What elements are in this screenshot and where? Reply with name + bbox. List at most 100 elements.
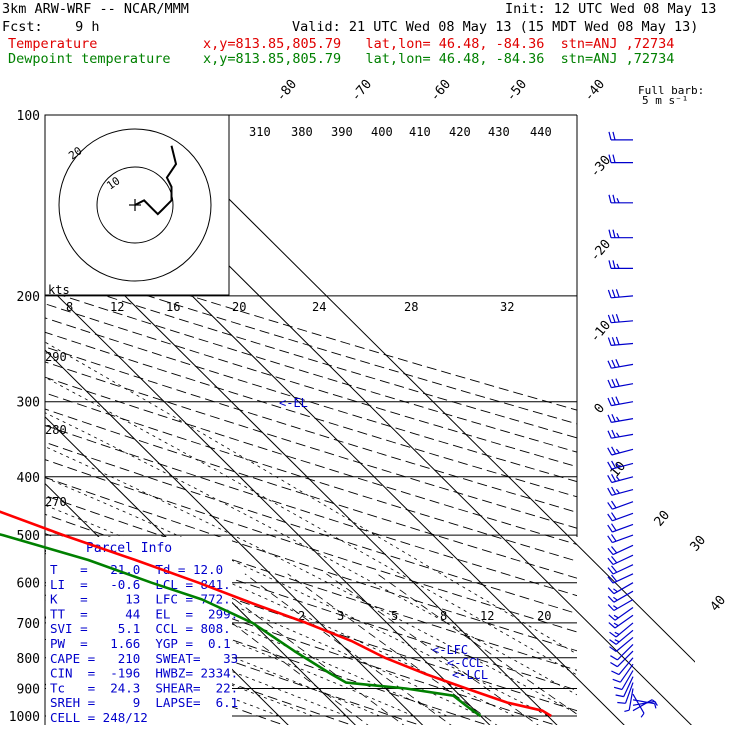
wind-barb-flag: [613, 622, 619, 627]
wind-barb-flag: [610, 655, 618, 661]
wind-barb-flag: [607, 379, 612, 388]
dewpoint-legend-label: Dewpoint temperature: [8, 51, 171, 67]
hodograph-speed-tick: 32: [500, 300, 514, 314]
wind-barb-flag: [613, 588, 618, 593]
mixing-ratio-line: [376, 573, 577, 715]
wind-barb-flag: [614, 631, 620, 636]
wind-barb-flag: [607, 475, 613, 483]
wind-barb-flag: [615, 694, 624, 698]
wind-barb-staff: [619, 663, 634, 683]
wind-barb-flag: [607, 414, 612, 423]
wind-barb-flag: [615, 416, 620, 422]
wind-barb-flag: [611, 546, 618, 554]
isotherm-label: 40: [708, 593, 730, 615]
mixing-ratio-line: [287, 573, 498, 725]
wind-barb-flag: [611, 486, 617, 495]
theta-label: 410: [409, 125, 431, 139]
wind-barb-staff: [615, 629, 634, 645]
wind-barb-flag: [607, 289, 612, 298]
dry-adiabat-line: [45, 317, 577, 483]
wind-barb-flag: [607, 502, 613, 510]
wind-barb-flag: [607, 576, 614, 584]
isotherm-label: 0: [592, 401, 609, 417]
parcel-info-row: T = 21.0 Td = 12.0: [50, 562, 223, 577]
wind-barb-flag: [611, 429, 616, 438]
wind-barb-flag: [616, 198, 620, 204]
wind-barb-flag: [615, 289, 620, 298]
hodograph-speed-tick: 12: [110, 300, 124, 314]
isotherm-label: 10: [608, 459, 630, 481]
wind-barb-staff: [612, 523, 634, 533]
dry-adiabat-line: [45, 408, 577, 579]
isotherm-line: [45, 282, 491, 725]
wind-barb-flag: [615, 359, 620, 368]
wind-barb-flag: [611, 460, 617, 469]
pressure-tick-label: 900: [17, 683, 40, 698]
pressure-tick-label: 1000: [9, 710, 40, 725]
hodograph-ring-20: [58, 128, 212, 282]
theta-label: 440: [530, 125, 552, 139]
wind-barb-flag: [607, 567, 614, 575]
wind-barb-flag: [612, 260, 616, 269]
model-title: 3km ARW-WRF -- NCAR/MMM: [2, 1, 189, 17]
wind-barb-flag: [616, 232, 620, 238]
wind-barb-flag: [611, 314, 616, 323]
lcl-annotation: <-LCL: [452, 668, 488, 682]
isotherm-label: -70: [349, 77, 376, 105]
wind-barb-flag: [616, 263, 620, 269]
wind-barb-flag: [613, 614, 619, 619]
isotherm-line: [0, 102, 23, 729]
wind-barb-flag: [615, 396, 620, 405]
pressure-tick-label: 700: [17, 617, 40, 632]
wind-barb-flag: [654, 701, 658, 706]
wind-barb-staff: [615, 636, 634, 652]
isotherm-line: [45, 349, 424, 725]
isotherm-label: -60: [428, 77, 455, 105]
parcel-info-row: LI = -0.6 LCL = 841.: [50, 577, 231, 592]
mixing-ratio-label: 20: [537, 609, 551, 623]
parcel-info-row: SVI = 5.1 CCL = 808.: [50, 621, 231, 636]
wind-barb-flag: [607, 430, 612, 439]
isotherm-label: 20: [652, 508, 674, 530]
theta-side-label: 270: [45, 495, 67, 509]
wind-barb-flag: [611, 523, 617, 531]
mixing-ratio-line: [244, 573, 452, 725]
wind-barb-flag: [615, 336, 620, 345]
wind-barb-flag: [607, 557, 614, 565]
wind-barb-flag: [612, 194, 616, 203]
pressure-tick-label: 200: [17, 290, 40, 305]
wind-barb-flag: [608, 614, 616, 621]
isotherm-label: -80: [274, 77, 301, 105]
hodograph-ring-10: [96, 166, 174, 244]
wind-barb-flag: [612, 678, 621, 683]
wind-barb-flag: [611, 446, 617, 455]
wind-barb-staff: [624, 682, 634, 704]
wind-barbs: [607, 131, 658, 718]
parcel-info-panel: Parcel Info T = 21.0 Td = 12.0LI = -0.6 L…: [46, 537, 238, 725]
hodograph-speed-tick: 24: [312, 300, 326, 314]
wind-barb-flag: [607, 360, 612, 369]
dewpoint-station-info: x,y=813.85,805.79 lat,lon= 46.48, -84.36…: [203, 51, 675, 67]
theta-label: 420: [449, 125, 471, 139]
dry-adiabat-line: [45, 346, 577, 513]
wind-barb-flag: [611, 474, 617, 482]
wind-barb-staff: [632, 693, 645, 714]
wind-barb-flag: [607, 487, 613, 496]
parcel-info-row: PW = 1.66 YGP = 0.1: [50, 636, 231, 651]
wind-barb-flag: [611, 500, 617, 509]
theta-side-label: 290: [45, 350, 67, 364]
temperature-station-info: x,y=813.85,805.79 lat,lon= 46.48, -84.36…: [203, 36, 675, 52]
wind-barb-flag: [609, 631, 617, 638]
wind-barb-flag: [612, 154, 616, 163]
wind-barb-flag: [611, 289, 616, 298]
el-annotation: <-EL: [279, 396, 308, 410]
wind-barb-staff: [612, 534, 634, 544]
wind-barb-staff: [612, 501, 634, 510]
ccl-annotation: <-CCL: [447, 656, 483, 670]
isotherm-label: 30: [688, 533, 710, 555]
pressure-tick-label: 100: [17, 109, 40, 124]
forecast-hour: Fcst: 9 h: [2, 19, 100, 35]
wind-barb-flag: [640, 712, 645, 718]
wind-barb-flag: [609, 639, 617, 645]
